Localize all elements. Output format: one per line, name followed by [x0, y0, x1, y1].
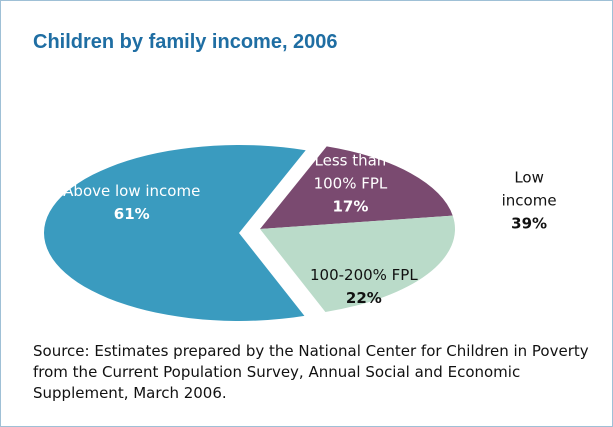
slice-label: Above low income 61% — [63, 180, 200, 226]
value-label: 22% — [345, 288, 382, 307]
value-label: 17% — [332, 197, 369, 216]
chart-title: Children by family income, 2006 — [33, 31, 338, 53]
value-label: 61% — [113, 204, 150, 223]
source-note: Source: Estimates prepared by the Nation… — [33, 342, 589, 402]
slice-label: Less than 100% FPL 17% — [295, 149, 405, 218]
pie-slice — [44, 144, 306, 321]
pie-slice — [259, 215, 455, 312]
value-label: 39% — [511, 214, 548, 233]
category-label: 100-200% FPL — [309, 265, 418, 284]
pie-slice — [259, 146, 453, 230]
category-label: Less than 100% FPL — [313, 151, 388, 193]
category-label: Above low income — [63, 181, 201, 200]
slice-label: 100-200% FPL 22% — [310, 264, 418, 310]
group-label: Low income 39% — [488, 167, 571, 236]
category-label: Low income — [501, 168, 557, 210]
